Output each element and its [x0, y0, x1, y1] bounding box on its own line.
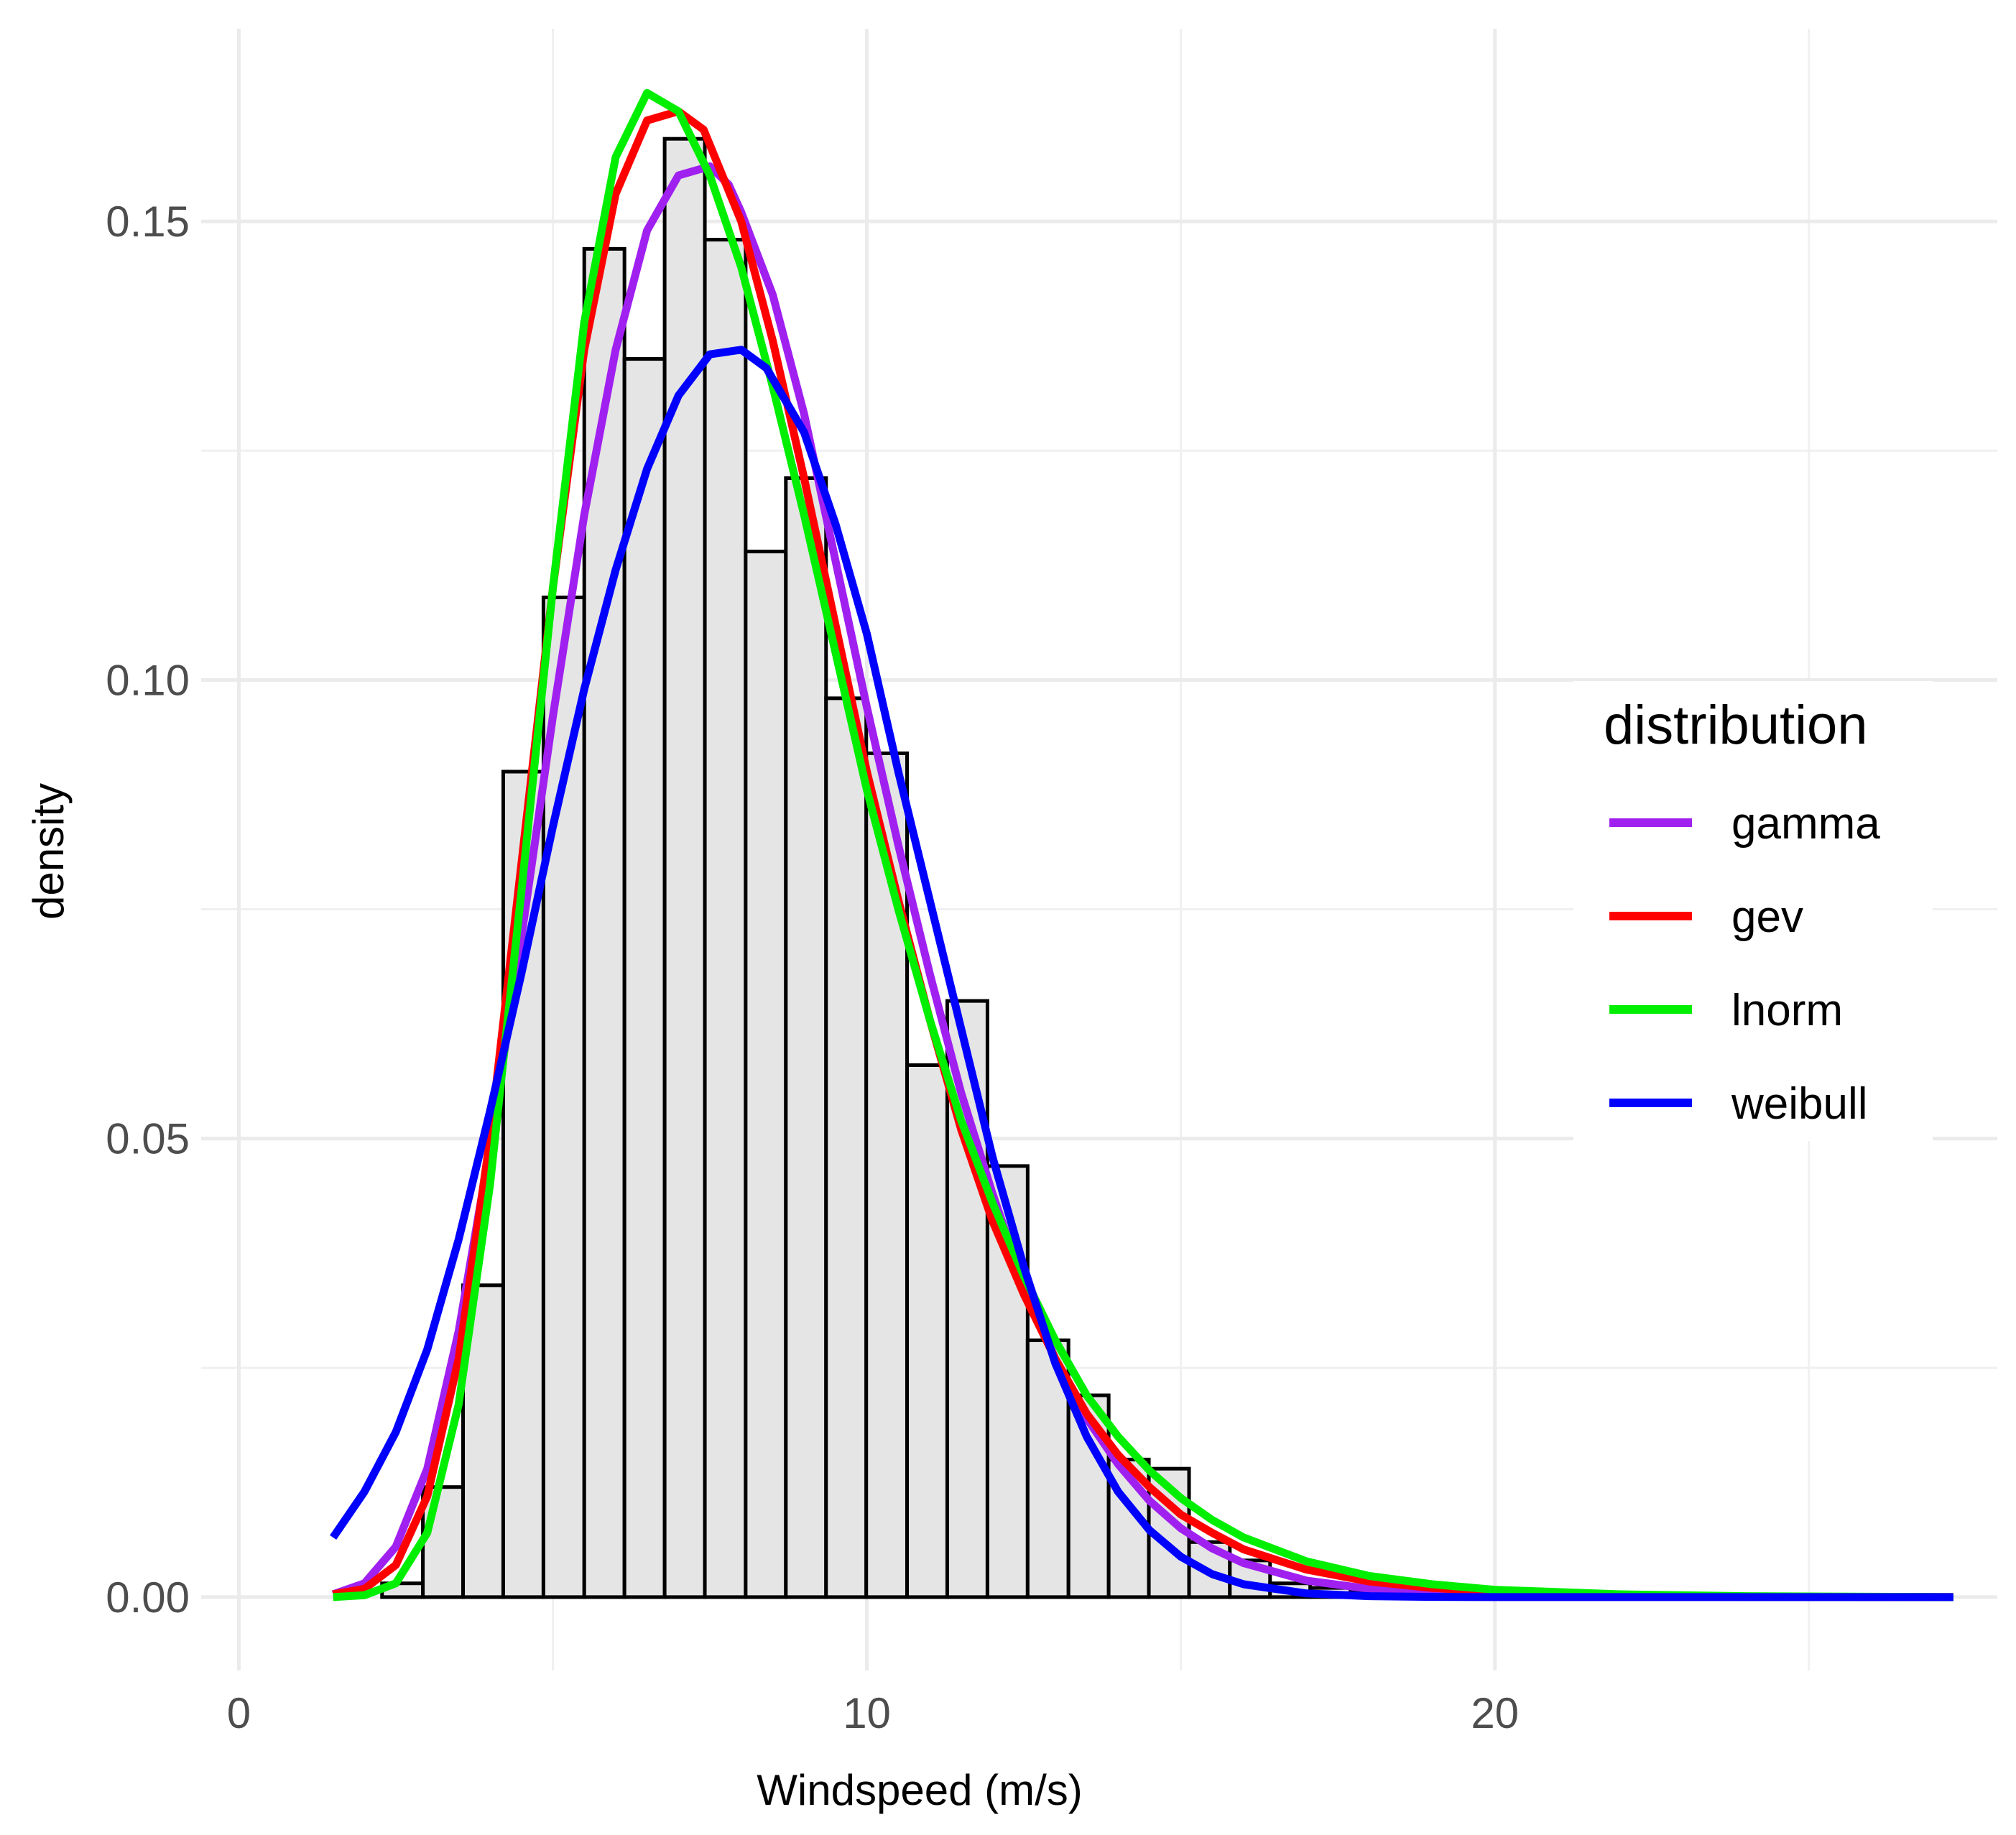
density-curve-weibull [330, 346, 1953, 1601]
histogram-bar [582, 246, 626, 1599]
y-tick-label: 0.05 [106, 1115, 190, 1163]
density-curve-gamma [331, 162, 1953, 1601]
x-tick-label: 10 [843, 1689, 891, 1737]
x-tick-label: 0 [227, 1689, 251, 1737]
y-axis-title: density [24, 783, 73, 920]
legend-background [1573, 681, 1933, 1141]
density-curves [330, 88, 1953, 1601]
density-curve-lnorm [333, 88, 1953, 1601]
y-axis-ticks: 0.00 0.05 0.10 0.15 [106, 198, 190, 1622]
histogram-bar [421, 1485, 466, 1599]
legend-items: gamma gev lnorm weibull [1609, 799, 1880, 1129]
legend-label-gamma: gamma [1731, 799, 1880, 849]
y-tick-label: 0.15 [106, 198, 190, 246]
x-tick-label: 20 [1471, 1689, 1519, 1737]
histogram-bar [662, 137, 707, 1599]
x-axis-ticks: 0 10 20 [227, 1689, 1519, 1737]
histogram-bar [784, 476, 828, 1599]
histogram-bar [622, 357, 667, 1599]
histogram-bar [744, 550, 788, 1599]
histogram-bar [703, 238, 748, 1599]
legend-label-gev: gev [1731, 892, 1803, 942]
y-tick-label: 0.10 [106, 656, 190, 704]
histogram-bar [905, 1063, 949, 1599]
x-axis-title: Windspeed (m/s) [757, 1766, 1082, 1814]
legend-title: distribution [1604, 695, 1868, 756]
legend-label-lnorm: lnorm [1731, 986, 1843, 1035]
histogram-bar [824, 696, 869, 1599]
legend-label-weibull: weibull [1731, 1079, 1868, 1129]
legend: distribution gamma gev lnorm weibull [1573, 681, 1933, 1141]
y-tick-label: 0.00 [106, 1573, 190, 1622]
